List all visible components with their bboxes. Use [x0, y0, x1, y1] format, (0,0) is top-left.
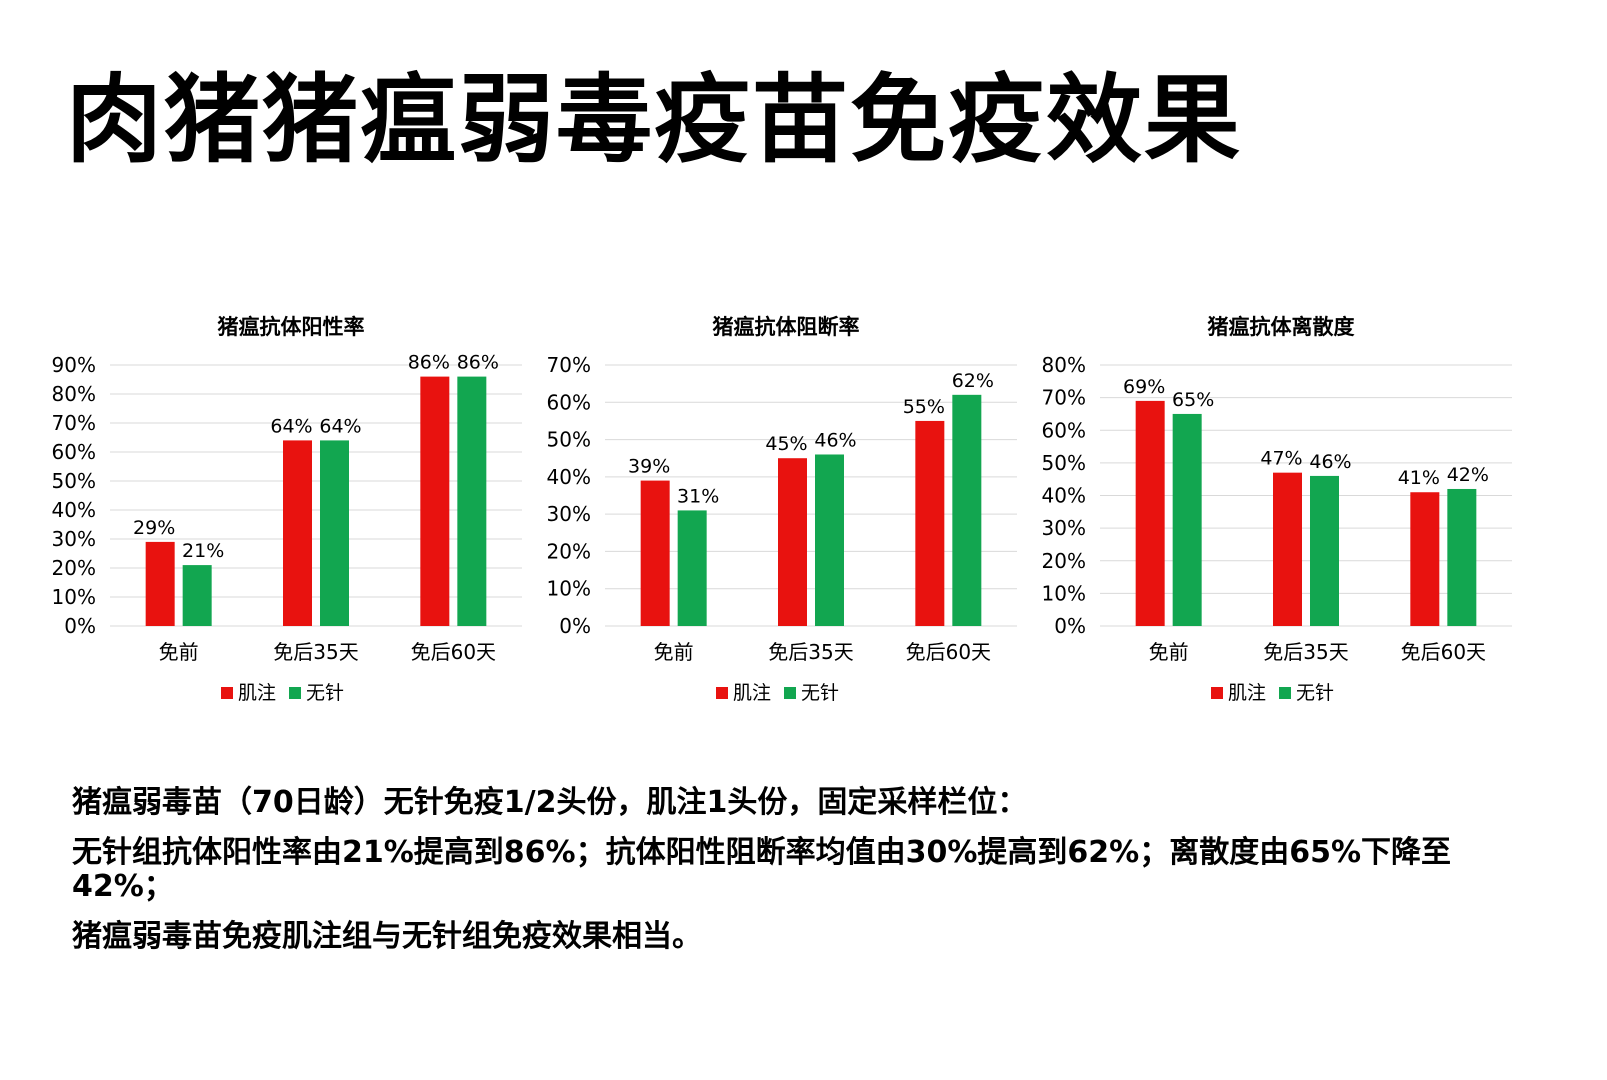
- data-label: 65%: [1172, 389, 1214, 411]
- bar: [420, 376, 450, 626]
- y-tick-label: 60%: [547, 390, 591, 414]
- y-tick-label: 90%: [52, 353, 96, 377]
- legend-swatch: [1211, 687, 1223, 699]
- bar: [952, 394, 982, 626]
- bar: [677, 510, 707, 626]
- x-tick-label: 免前: [159, 640, 199, 664]
- x-tick-label: 免前: [1149, 640, 1189, 664]
- legend-swatch: [221, 687, 233, 699]
- chart-title: 猪瘟抗体离散度: [1207, 315, 1355, 339]
- bar: [1310, 475, 1339, 626]
- legend-label: 无针: [306, 682, 344, 704]
- y-tick-label: 40%: [1042, 484, 1086, 508]
- y-tick-label: 40%: [547, 465, 591, 489]
- y-tick-label: 10%: [547, 577, 591, 601]
- legend-label: 无针: [1296, 682, 1334, 704]
- legend-swatch: [289, 687, 301, 699]
- bar: [1135, 400, 1165, 626]
- y-tick-label: 10%: [1042, 581, 1086, 605]
- bar: [915, 420, 945, 626]
- y-tick-label: 30%: [547, 502, 591, 526]
- y-tick-label: 60%: [52, 440, 96, 464]
- x-tick-label: 免后60天: [906, 640, 991, 664]
- y-tick-label: 20%: [547, 539, 591, 563]
- x-tick-label: 免后60天: [411, 640, 496, 664]
- chart-dispersion: 猪瘟抗体离散度 0% 10% 20% 30% 40% 50% 60% 70% 80% 69% 65% 免…: [1042, 315, 1512, 704]
- y-tick-label: 30%: [52, 527, 96, 551]
- bar: [1172, 413, 1202, 626]
- x-tick-label: 免后35天: [1263, 640, 1348, 664]
- bar: [145, 541, 175, 626]
- data-label: 86%: [408, 352, 450, 374]
- y-tick-label: 60%: [1042, 418, 1086, 442]
- data-label: 42%: [1447, 464, 1489, 486]
- legend-label: 肌注: [1228, 682, 1266, 704]
- chart-title: 猪瘟抗体阳性率: [217, 315, 365, 339]
- bar: [1273, 472, 1302, 626]
- y-tick-label: 20%: [52, 556, 96, 580]
- note-line-1: 猪瘟弱毒苗（70日龄）无针免疫1/2头份，肌注1头份，固定采样栏位：: [72, 785, 1028, 820]
- y-tick-label: 70%: [547, 353, 591, 377]
- note-line-3: 猪瘟弱毒苗免疫肌注组与无针组免疫效果相当。: [72, 919, 702, 954]
- legend-label: 肌注: [733, 682, 771, 704]
- chart-title: 猪瘟抗体阻断率: [712, 315, 860, 339]
- bar: [182, 565, 212, 626]
- bar: [815, 454, 844, 626]
- x-tick-label: 免后60天: [1401, 640, 1486, 664]
- y-tick-label: 0%: [1054, 614, 1086, 638]
- y-tick-label: 80%: [52, 382, 96, 406]
- y-tick-label: 40%: [52, 498, 96, 522]
- data-label: 21%: [182, 540, 224, 562]
- bar: [457, 376, 487, 626]
- y-tick-label: 50%: [547, 428, 591, 452]
- bar: [778, 458, 807, 626]
- y-tick-label: 20%: [1042, 549, 1086, 573]
- note-line-2: 无针组抗体阳性率由21%提高到86%；抗体阳性阻断率均值由30%提高到62%；离…: [72, 835, 1452, 904]
- data-label: 69%: [1123, 376, 1165, 398]
- legend-label: 无针: [801, 682, 839, 704]
- chart-blocking-rate: 猪瘟抗体阻断率 0% 10% 20% 30% 40% 50% 60% 70% 39% 31% 免前 45…: [547, 315, 1017, 704]
- y-tick-label: 10%: [52, 585, 96, 609]
- chart-positive-rate: 猪瘟抗体阳性率 0% 10% 20% 30% 40% 50% 60% 70% 80% 90% 29% 2…: [52, 315, 522, 704]
- notes-section: 猪瘟弱毒苗（70日龄）无针免疫1/2头份，肌注1头份，固定采样栏位： 无针组抗体…: [72, 786, 1532, 970]
- x-tick-label: 免前: [654, 640, 694, 664]
- data-label: 62%: [952, 370, 994, 392]
- y-tick-label: 0%: [64, 614, 96, 638]
- bar: [320, 440, 349, 626]
- data-label: 55%: [903, 396, 945, 418]
- page-title: 肉猪猪瘟弱毒疫苗免疫效果: [66, 64, 1242, 176]
- data-label: 86%: [457, 352, 499, 374]
- data-label: 41%: [1398, 467, 1440, 489]
- x-tick-label: 免后35天: [768, 640, 853, 664]
- data-label: 29%: [133, 517, 175, 539]
- data-label: 45%: [765, 433, 807, 455]
- y-tick-label: 50%: [52, 469, 96, 493]
- y-tick-label: 30%: [1042, 516, 1086, 540]
- data-label: 46%: [1309, 451, 1351, 473]
- y-tick-label: 50%: [1042, 451, 1086, 475]
- legend-swatch: [716, 687, 728, 699]
- data-label: 47%: [1260, 448, 1302, 470]
- bar: [283, 440, 312, 626]
- legend-label: 肌注: [238, 682, 276, 704]
- data-label: 64%: [319, 415, 361, 437]
- data-label: 64%: [270, 415, 312, 437]
- x-tick-label: 免后35天: [273, 640, 358, 664]
- y-tick-label: 70%: [1042, 386, 1086, 410]
- bar: [1410, 492, 1440, 626]
- y-tick-label: 0%: [559, 614, 591, 638]
- data-label: 31%: [677, 485, 719, 507]
- bar: [1447, 488, 1477, 626]
- data-label: 39%: [628, 456, 670, 478]
- y-tick-label: 80%: [1042, 353, 1086, 377]
- legend-swatch: [1279, 687, 1291, 699]
- legend-swatch: [784, 687, 796, 699]
- bar: [640, 480, 670, 626]
- y-tick-label: 70%: [52, 411, 96, 435]
- data-label: 46%: [814, 429, 856, 451]
